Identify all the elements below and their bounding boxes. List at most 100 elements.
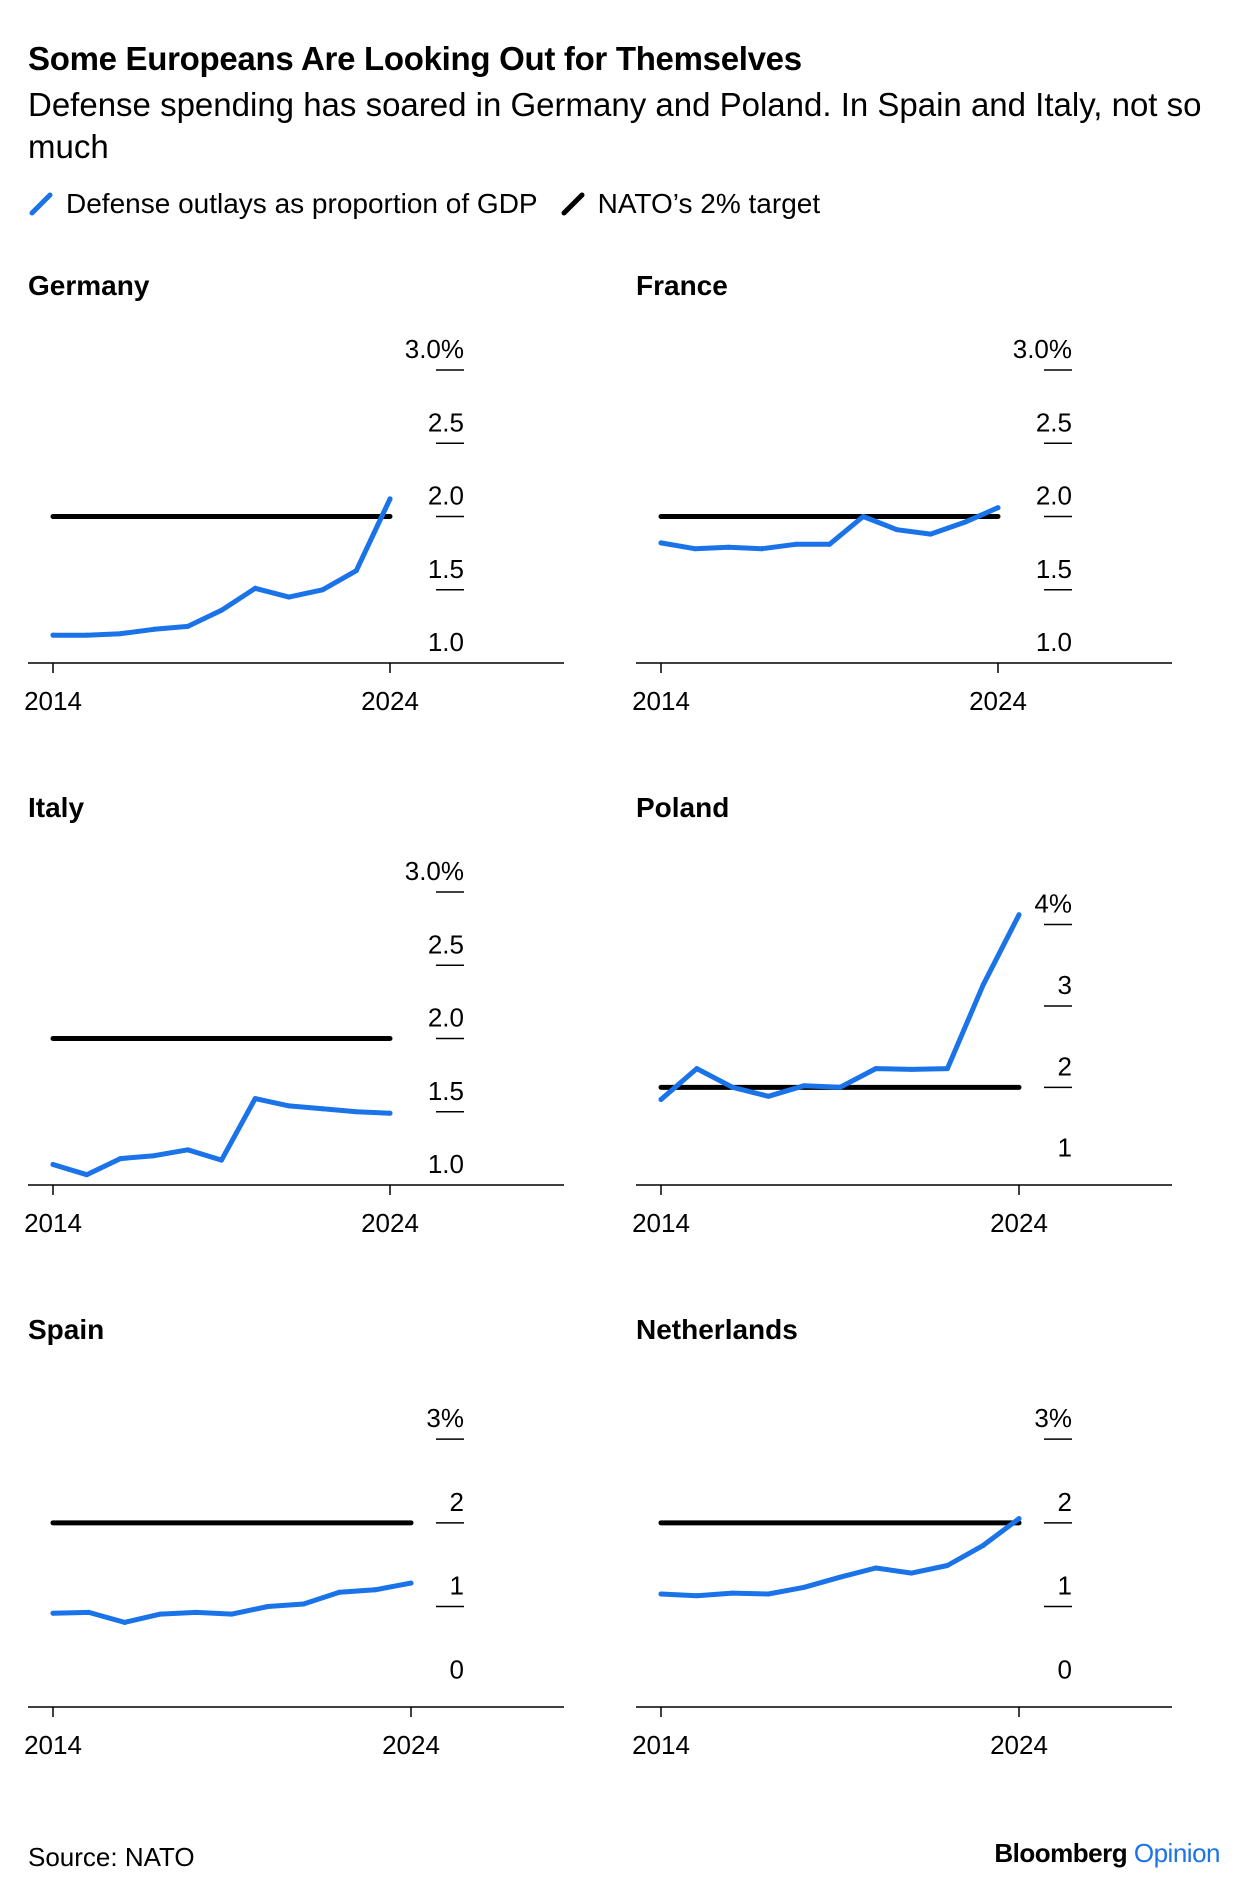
data-point xyxy=(117,1156,123,1162)
x-tick-label: 2014 xyxy=(24,1730,82,1760)
data-point xyxy=(909,1570,915,1576)
data-point xyxy=(658,1591,664,1597)
chart-svg-poland: 2014 2024 2 3 4% 1 xyxy=(632,889,1172,1238)
chart-title: Some Europeans Are Looking Out for Thems… xyxy=(28,40,802,77)
data-point xyxy=(219,1157,224,1163)
data-point xyxy=(730,1084,736,1090)
data-point xyxy=(252,585,258,591)
data-point xyxy=(801,1584,807,1590)
panel-germany: Germany 2014 2024 1.0 1.5 2.0 2.5 3.0% xyxy=(24,270,588,750)
y-tick-label: 3 xyxy=(1058,970,1072,1000)
panel-title: Spain xyxy=(28,1314,105,1345)
y-tick-label: 1 xyxy=(1058,1571,1072,1601)
y-tick-label: 2.0 xyxy=(428,481,464,511)
legend: Defense outlays as proportion of GDP NAT… xyxy=(28,188,842,220)
brand-logo: Bloomberg Opinion xyxy=(994,1838,1220,1869)
data-point xyxy=(50,1610,56,1616)
data-point xyxy=(759,546,765,552)
series-line xyxy=(50,1096,393,1178)
legend-label-target: NATO’s 2% target xyxy=(597,188,821,219)
data-point xyxy=(84,632,90,638)
data-point xyxy=(265,1604,271,1610)
legend-item-target: NATO’s 2% target xyxy=(560,188,821,220)
legend-label-outlays: Defense outlays as proportion of GDP xyxy=(66,188,538,219)
data-point xyxy=(372,1587,378,1593)
data-point xyxy=(320,1106,326,1112)
x-tick-label: 2024 xyxy=(361,686,419,716)
y-tick-label: 3.0% xyxy=(1013,334,1072,364)
data-point xyxy=(301,1601,307,1607)
data-point xyxy=(229,1611,235,1617)
data-point xyxy=(286,594,292,600)
data-point xyxy=(944,1563,950,1569)
data-point xyxy=(694,1066,700,1072)
data-point xyxy=(944,1066,950,1072)
data-point xyxy=(151,626,157,632)
data-point xyxy=(765,1093,771,1099)
legend-swatch-target xyxy=(561,192,585,216)
data-point xyxy=(353,568,359,574)
data-point xyxy=(827,541,832,547)
data-point xyxy=(185,623,191,629)
y-tick-label: 1.0 xyxy=(428,627,464,657)
data-point xyxy=(658,1097,664,1103)
data-point xyxy=(252,1096,258,1102)
data-point xyxy=(694,1593,700,1599)
data-point xyxy=(837,1084,843,1090)
y-tick-label: 3.0% xyxy=(405,334,464,364)
data-point xyxy=(793,541,799,547)
data-point xyxy=(84,1172,90,1178)
y-tick-label: 3% xyxy=(426,1403,464,1433)
x-tick-label: 2024 xyxy=(361,1208,419,1238)
series-line xyxy=(50,496,393,638)
panel-title: Italy xyxy=(28,792,85,823)
data-point xyxy=(320,587,326,593)
data-point xyxy=(193,1609,199,1615)
y-tick-label: 1.5 xyxy=(428,1076,464,1106)
x-tick-label: 2014 xyxy=(24,1208,82,1238)
data-point xyxy=(387,1110,393,1116)
y-tick-label: 2.0 xyxy=(1036,481,1072,511)
data-point xyxy=(860,514,866,519)
data-point xyxy=(909,1066,915,1072)
data-point xyxy=(725,544,731,550)
panel-netherlands: Netherlands 2014 2024 1 2 3% 0 xyxy=(632,1314,1196,1794)
x-tick-label: 2024 xyxy=(990,1730,1048,1760)
chart-svg-spain: 2014 2024 1 2 3% 0 xyxy=(24,1403,564,1760)
brand-name: Bloomberg xyxy=(994,1838,1128,1868)
chart-svg-france: 2014 2024 1.0 1.5 2.0 2.5 3.0% xyxy=(632,334,1172,716)
y-tick-label: 1.5 xyxy=(1036,554,1072,584)
panel-italy: Italy 2014 2024 1.0 1.5 2.0 2.5 3.0% xyxy=(24,792,588,1272)
data-point xyxy=(408,1580,414,1586)
y-tick-label: 2 xyxy=(450,1487,464,1517)
y-tick-label: 1.5 xyxy=(428,554,464,584)
data-point xyxy=(1016,1516,1022,1522)
data-point xyxy=(995,505,1001,511)
data-point xyxy=(692,546,698,552)
panel-poland: Poland 2014 2024 2 3 4% 1 xyxy=(632,792,1196,1272)
data-point xyxy=(86,1609,92,1615)
x-tick-label: 2014 xyxy=(632,1730,690,1760)
y-tick-label: 1 xyxy=(450,1571,464,1601)
data-point xyxy=(50,1161,56,1167)
legend-item-outlays: Defense outlays as proportion of GDP xyxy=(28,188,538,220)
y-tick-label: 0 xyxy=(1058,1654,1072,1684)
source-note: Source: NATO xyxy=(28,1842,195,1872)
data-point xyxy=(801,1083,807,1089)
y-tick-label: 2.5 xyxy=(1036,407,1072,437)
chart-subtitle: Defense spending has soared in Germany a… xyxy=(28,86,1202,165)
x-tick-label: 2014 xyxy=(24,686,82,716)
data-point xyxy=(157,1611,163,1617)
y-tick-label: 2 xyxy=(1058,1051,1072,1081)
x-tick-label: 2024 xyxy=(969,686,1027,716)
y-tick-label: 3% xyxy=(1034,1403,1072,1433)
chart-svg-germany: 2014 2024 1.0 1.5 2.0 2.5 3.0% xyxy=(24,334,564,716)
data-point xyxy=(151,1153,157,1159)
panel-title: Netherlands xyxy=(636,1314,798,1345)
series-line xyxy=(658,1516,1022,1599)
data-point xyxy=(873,1066,879,1072)
x-tick-label: 2014 xyxy=(632,1208,690,1238)
y-tick-label: 2.5 xyxy=(428,407,464,437)
panel-title: Poland xyxy=(636,792,730,823)
y-tick-label: 1.0 xyxy=(1036,627,1072,657)
